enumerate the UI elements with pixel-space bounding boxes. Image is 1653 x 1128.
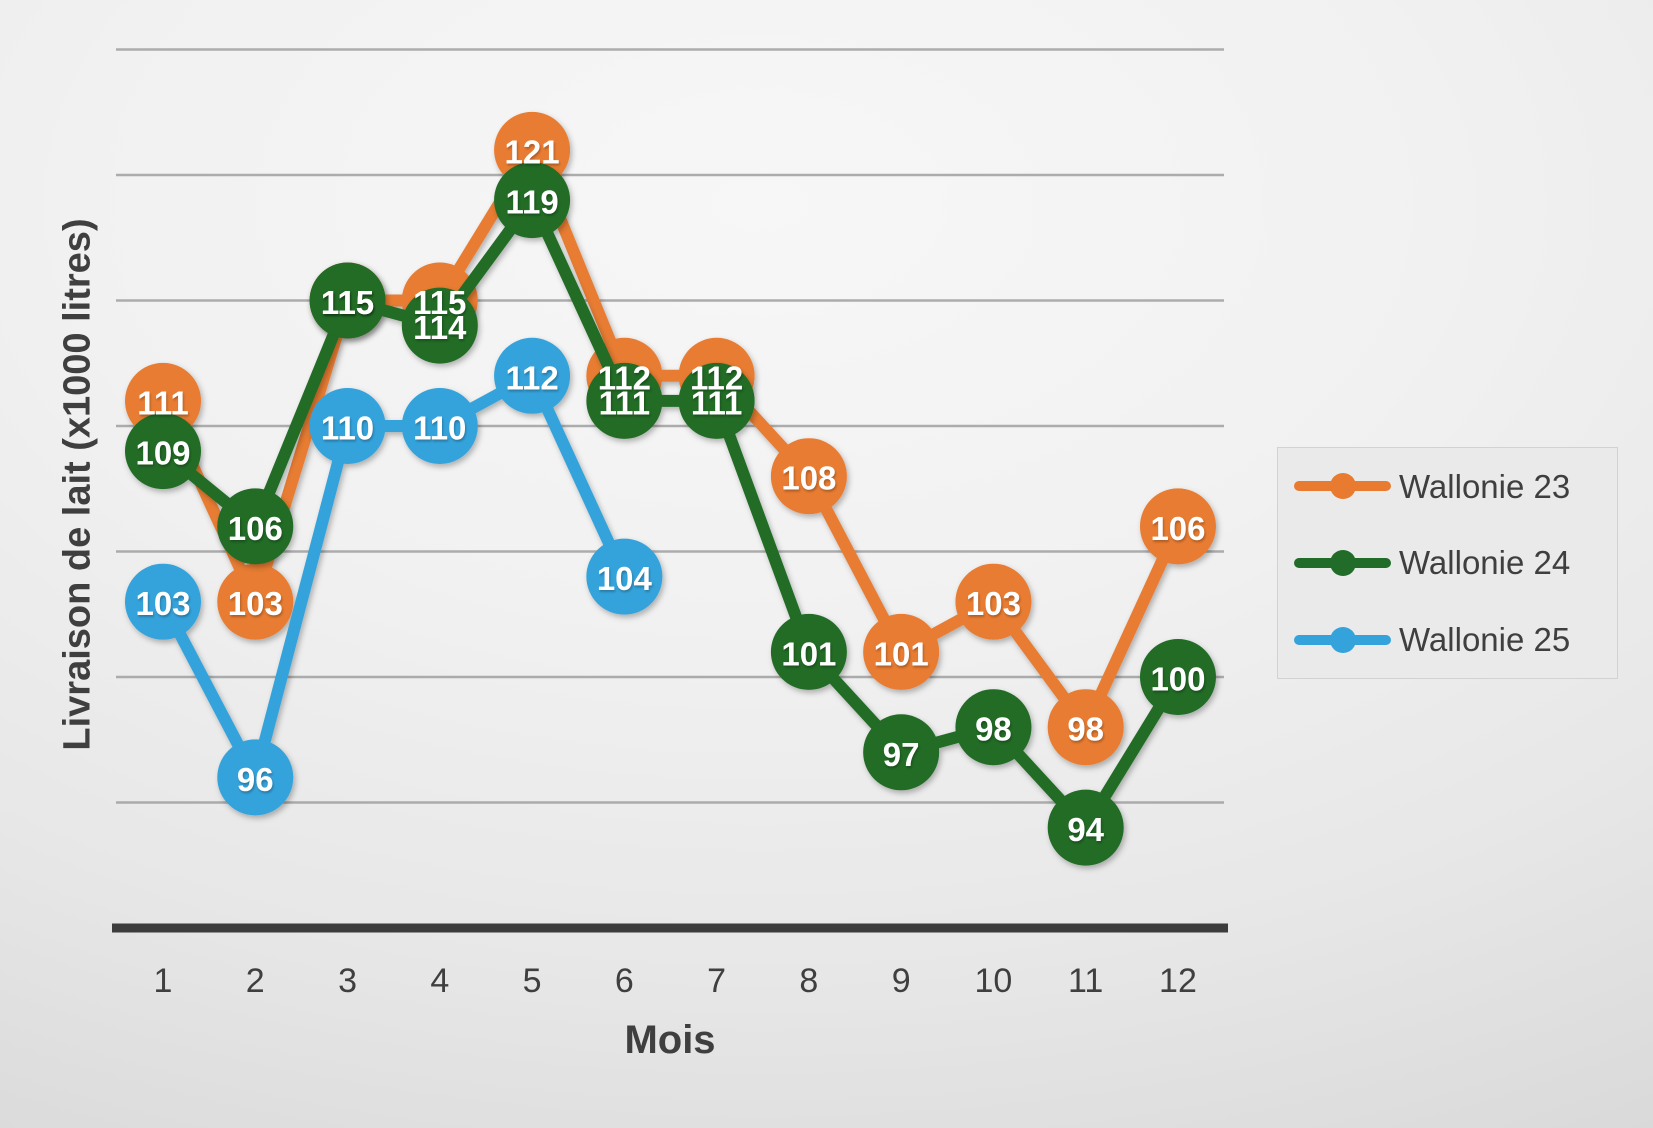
x-tick-label: 1 bbox=[154, 962, 173, 1000]
data-point-marker-wallonie-24 bbox=[770, 613, 847, 690]
data-point-label: 94 bbox=[1067, 811, 1104, 848]
legend-item-wallonie-23: Wallonie 23 bbox=[1278, 470, 1617, 503]
series-wallonie-25 bbox=[125, 337, 663, 816]
data-point-label: 111 bbox=[691, 384, 742, 421]
data-point-label: 111 bbox=[137, 384, 188, 421]
x-tick-label: 6 bbox=[615, 962, 634, 1000]
data-point-label: 108 bbox=[781, 460, 836, 497]
data-point-marker-wallonie-25 bbox=[309, 388, 386, 464]
data-point-label: 97 bbox=[883, 736, 920, 773]
data-point-label: 104 bbox=[597, 560, 653, 597]
data-point-marker-wallonie-24 bbox=[309, 262, 386, 339]
data-point-label: 101 bbox=[781, 635, 836, 672]
data-labels-wallonie-23: 111 103 115 115 121 112 112 108 101 103 98 106 bbox=[137, 133, 1205, 747]
data-point-label: 115 bbox=[321, 284, 374, 321]
x-tick-label: 4 bbox=[430, 962, 449, 1000]
x-tick-label: 7 bbox=[707, 962, 726, 1000]
legend-item-wallonie-24: Wallonie 24 bbox=[1278, 546, 1617, 579]
data-point-label: 112 bbox=[598, 359, 651, 396]
data-point-marker-wallonie-25 bbox=[401, 388, 478, 464]
legend-swatch-wallonie-25 bbox=[1294, 626, 1391, 653]
data-point-label: 110 bbox=[321, 410, 374, 447]
data-point-label: 101 bbox=[874, 635, 929, 672]
x-tick-label: 12 bbox=[1159, 962, 1197, 1000]
data-point-label: 109 bbox=[135, 435, 190, 472]
data-point-label: 112 bbox=[505, 359, 558, 396]
data-point-label: 112 bbox=[690, 359, 743, 396]
y-axis-title: Livraison de lait (x1000 litres) bbox=[56, 218, 99, 751]
x-tick-label: 3 bbox=[338, 962, 357, 1000]
data-point-marker-wallonie-25 bbox=[125, 563, 201, 640]
data-point-marker-wallonie-24 bbox=[125, 413, 201, 490]
legend-marker-dot bbox=[1330, 473, 1356, 500]
x-axis-tick-labels: 1 2 3 4 5 6 7 8 9 10 11 12 bbox=[154, 962, 1197, 1000]
data-point-marker-wallonie-25 bbox=[494, 337, 571, 414]
legend-label: Wallonie 25 bbox=[1399, 621, 1571, 659]
x-tick-label: 11 bbox=[1068, 962, 1103, 1000]
x-tick-label: 9 bbox=[892, 962, 911, 1000]
data-point-marker-wallonie-23 bbox=[770, 438, 847, 515]
data-point-marker-wallonie-24 bbox=[678, 362, 755, 439]
data-point-marker-wallonie-24 bbox=[1047, 789, 1124, 866]
data-point-marker-wallonie-24 bbox=[1139, 639, 1216, 715]
data-point-label: 100 bbox=[1150, 661, 1205, 698]
x-tick-label: 5 bbox=[523, 962, 542, 1000]
data-point-marker-wallonie-23 bbox=[1139, 488, 1216, 565]
data-point-label: 103 bbox=[228, 585, 283, 622]
legend: Wallonie 23 Wallonie 24 Wallonie 25 bbox=[1277, 447, 1618, 679]
series-wallonie-24 bbox=[125, 162, 1216, 866]
legend-item-wallonie-25: Wallonie 25 bbox=[1278, 623, 1617, 656]
data-point-label: 98 bbox=[1067, 711, 1104, 748]
data-point-label: 106 bbox=[1150, 510, 1205, 547]
data-point-label: 115 bbox=[321, 284, 374, 321]
x-tick-label: 8 bbox=[799, 962, 818, 1000]
data-point-label: 119 bbox=[505, 184, 558, 221]
data-point-marker-wallonie-23 bbox=[863, 613, 940, 690]
x-tick-label: 10 bbox=[975, 962, 1013, 1000]
data-point-label: 115 bbox=[413, 284, 466, 321]
data-point-marker-wallonie-23 bbox=[1047, 689, 1124, 766]
data-point-label: 98 bbox=[975, 711, 1012, 748]
data-point-marker-wallonie-25 bbox=[586, 538, 663, 615]
legend-label: Wallonie 24 bbox=[1399, 544, 1571, 582]
data-point-marker-wallonie-24 bbox=[586, 362, 663, 439]
legend-swatch-wallonie-24 bbox=[1294, 549, 1391, 576]
data-point-label: 103 bbox=[135, 585, 190, 622]
legend-swatch-wallonie-23 bbox=[1294, 473, 1391, 500]
x-axis-title: Mois bbox=[624, 1018, 716, 1062]
data-point-marker-wallonie-24 bbox=[401, 287, 478, 364]
data-point-label: 110 bbox=[413, 410, 466, 447]
data-point-label: 114 bbox=[413, 309, 467, 346]
legend-marker-dot bbox=[1330, 549, 1356, 576]
x-tick-label: 2 bbox=[246, 962, 265, 1000]
data-point-marker-wallonie-24 bbox=[217, 488, 294, 565]
legend-label: Wallonie 23 bbox=[1399, 467, 1571, 505]
data-point-marker-wallonie-24 bbox=[955, 689, 1032, 766]
legend-marker-dot bbox=[1330, 626, 1356, 653]
data-point-marker-wallonie-25 bbox=[217, 739, 294, 816]
data-point-label: 96 bbox=[237, 761, 274, 798]
data-point-label: 111 bbox=[599, 384, 650, 421]
data-point-label: 103 bbox=[966, 585, 1021, 622]
data-point-marker-wallonie-24 bbox=[863, 714, 940, 791]
data-labels-wallonie-25: 103 96 110 110 112 104 bbox=[135, 359, 652, 798]
data-point-marker-wallonie-24 bbox=[494, 162, 571, 239]
data-point-label: 106 bbox=[228, 510, 283, 547]
data-point-marker-wallonie-23 bbox=[955, 563, 1032, 640]
data-point-marker-wallonie-23 bbox=[217, 563, 294, 640]
data-point-label: 121 bbox=[505, 133, 560, 170]
